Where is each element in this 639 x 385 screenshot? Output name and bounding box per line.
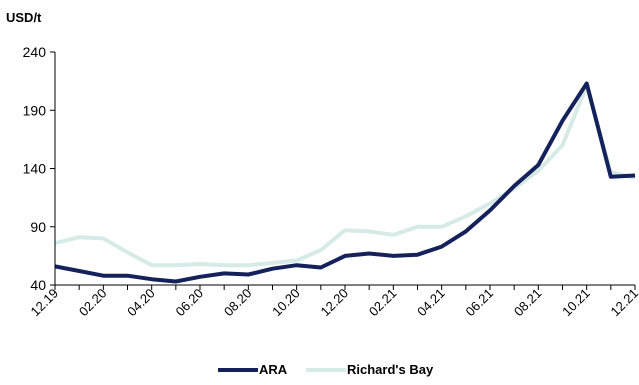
x-tick-label: 06.21 (463, 286, 497, 320)
series-line-ara (54, 81, 636, 284)
legend: ARA Richard's Bay (218, 362, 434, 377)
x-tick-label: 10.21 (559, 286, 593, 320)
x-tick-label: 06.20 (173, 286, 207, 320)
y-axis-ticks: 40 90 140 190 240 (23, 44, 55, 293)
y-tick-label: 240 (23, 44, 47, 60)
x-tick-label: 04.20 (124, 286, 158, 320)
x-tick-label: 12.21 (608, 286, 639, 320)
x-axis-ticks: 12.19 02.20 04.20 06.20 08.20 10.20 12.20 02.21… (28, 285, 639, 319)
y-tick-label: 140 (23, 161, 47, 177)
y-tick-label: 190 (23, 102, 47, 118)
x-tick-label: 12.20 (318, 286, 352, 320)
x-tick-label: 02.20 (76, 286, 110, 320)
x-tick-label: 10.20 (269, 286, 303, 320)
x-tick-label: 02.21 (366, 286, 400, 320)
y-axis-unit-label: USD/t (6, 10, 42, 25)
x-tick-label: 04.21 (414, 286, 448, 320)
y-tick-label: 40 (30, 277, 46, 293)
legend-label-ara: ARA (259, 362, 288, 377)
x-tick-label: 08.20 (221, 286, 255, 320)
series-lines (54, 81, 636, 284)
legend-label-richard-s-bay: Richard's Bay (347, 362, 434, 377)
y-tick-label: 90 (30, 219, 46, 235)
x-tick-label: 08.21 (511, 286, 545, 320)
series-line-richard-s-bay (54, 83, 636, 268)
